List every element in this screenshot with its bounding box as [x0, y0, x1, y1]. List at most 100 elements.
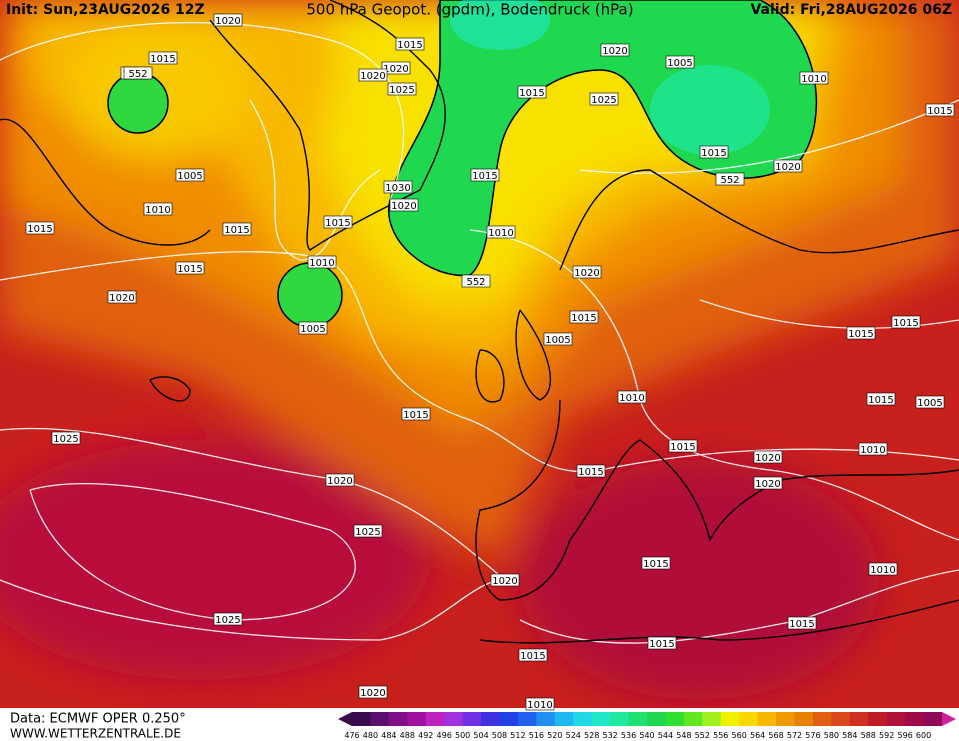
color-swatch: [886, 712, 906, 726]
label-box: [25, 221, 55, 235]
isobar-label: 1005: [175, 168, 205, 182]
label-text: 1020: [755, 479, 780, 490]
label-box: [891, 315, 921, 329]
colorbar-label: 572: [787, 731, 802, 740]
isobar-label: 1005: [298, 321, 328, 335]
colorbar-label: 480: [363, 731, 378, 740]
isobar-label: 1010: [868, 562, 898, 576]
isobar-label: 1015: [323, 215, 353, 229]
label-box: [641, 556, 671, 570]
label-box: [387, 82, 417, 96]
colorbar-label: 492: [418, 731, 433, 740]
label-box: [298, 321, 328, 335]
colorbar-label: 528: [584, 731, 599, 740]
label-text: 1015: [177, 264, 202, 275]
colorbar: 476 480 484 488 492 496 500 504 508 512 516 520 524 5…: [338, 712, 956, 740]
label-box: [381, 61, 411, 75]
label-text: 1025: [215, 615, 240, 626]
colorbar-label: 544: [658, 731, 673, 740]
label-box: [123, 66, 153, 80]
colorbar-label: 536: [621, 731, 636, 740]
isobar-label: 1015: [175, 261, 205, 275]
label-text: 1010: [145, 205, 170, 216]
label-text: 1020: [602, 46, 627, 57]
label-text: 1005: [667, 58, 692, 69]
color-swatch: [812, 712, 832, 726]
isobar-label: 1020: [773, 159, 803, 173]
label-box: [665, 55, 695, 69]
label-box: [647, 636, 677, 650]
label-text: 1015: [868, 395, 893, 406]
init-time: Init: Sun,23AUG2026 12Z: [6, 2, 205, 18]
label-text: 1025: [53, 434, 78, 445]
label-box: [175, 168, 205, 182]
label-text: 552: [128, 69, 147, 80]
isobar-label: 552: [715, 172, 745, 186]
label-box: [858, 442, 888, 456]
label-text: 1005: [917, 398, 942, 409]
label-text: 552: [720, 175, 739, 186]
label-box: [518, 648, 548, 662]
colorbar-label: 584: [842, 731, 857, 740]
label-box: [353, 524, 383, 538]
colorbar-label: 568: [768, 731, 783, 740]
label-text: 1030: [385, 183, 410, 194]
isobar-label: 1015: [787, 616, 817, 630]
label-box: [490, 573, 520, 587]
isobar-label: 1005: [915, 395, 945, 409]
label-box: [148, 51, 178, 65]
isobar-label: 1015: [517, 85, 547, 99]
colorbar-label: 512: [510, 731, 525, 740]
label-box: [846, 326, 876, 340]
color-swatch: [370, 712, 390, 726]
colorbar-end: [942, 712, 956, 726]
isobar-label: 1015: [518, 648, 548, 662]
label-text: 1015: [789, 619, 814, 630]
map-title: 500 hPa Geopot. (gpdm), Bodendruck (hPa): [306, 1, 633, 19]
color-swatch: [536, 712, 556, 726]
label-box: [753, 476, 783, 490]
isobar-label: 1005: [543, 332, 573, 346]
colorbar-label: 500: [455, 731, 470, 740]
site: WWW.WETTERZENTRALE.DE: [10, 727, 181, 741]
label-text: 1020: [391, 201, 416, 212]
label-text: 1015: [150, 54, 175, 65]
label-text: 1010: [527, 700, 552, 711]
isobar-label: 1025: [589, 92, 619, 106]
color-swatch: [628, 712, 648, 726]
color-swatch: [776, 712, 795, 726]
label-text: 1010: [488, 228, 513, 239]
isobar-label: 1015: [395, 37, 425, 51]
isobar-label: 1015: [668, 439, 698, 453]
isobar-label: 1025: [387, 82, 417, 96]
color-swatch: [352, 712, 371, 726]
label-box: [866, 392, 896, 406]
colorbar-label: 560: [732, 731, 747, 740]
colorbar-label: 508: [492, 731, 507, 740]
color-swatch: [849, 712, 869, 726]
color-swatch: [554, 712, 574, 726]
color-swatch: [407, 712, 427, 726]
label-text: 552: [466, 277, 485, 288]
color-swatch: [462, 712, 482, 726]
label-box: [107, 290, 137, 304]
isobar-label: 1015: [866, 392, 896, 406]
isobar-label: 1020: [213, 13, 243, 27]
color-swatch: [923, 712, 943, 726]
colorbar-label: 580: [824, 731, 839, 740]
isobar-label: 1010: [143, 202, 173, 216]
label-box: [213, 13, 243, 27]
color-swatch: [481, 712, 500, 726]
isobar-label: 1015: [25, 221, 55, 235]
color-swatch: [499, 712, 519, 726]
color-swatch: [868, 712, 888, 726]
isobar-label: 1020: [753, 476, 783, 490]
label-text: 1015: [649, 639, 674, 650]
color-swatch: [665, 712, 685, 726]
label-text: 1015: [520, 651, 545, 662]
label-text: 1005: [177, 171, 202, 182]
label-text: 1020: [360, 71, 385, 82]
colorbar-label: 564: [750, 731, 765, 740]
isobar-label: 1015: [401, 407, 431, 421]
label-box: [383, 180, 413, 194]
